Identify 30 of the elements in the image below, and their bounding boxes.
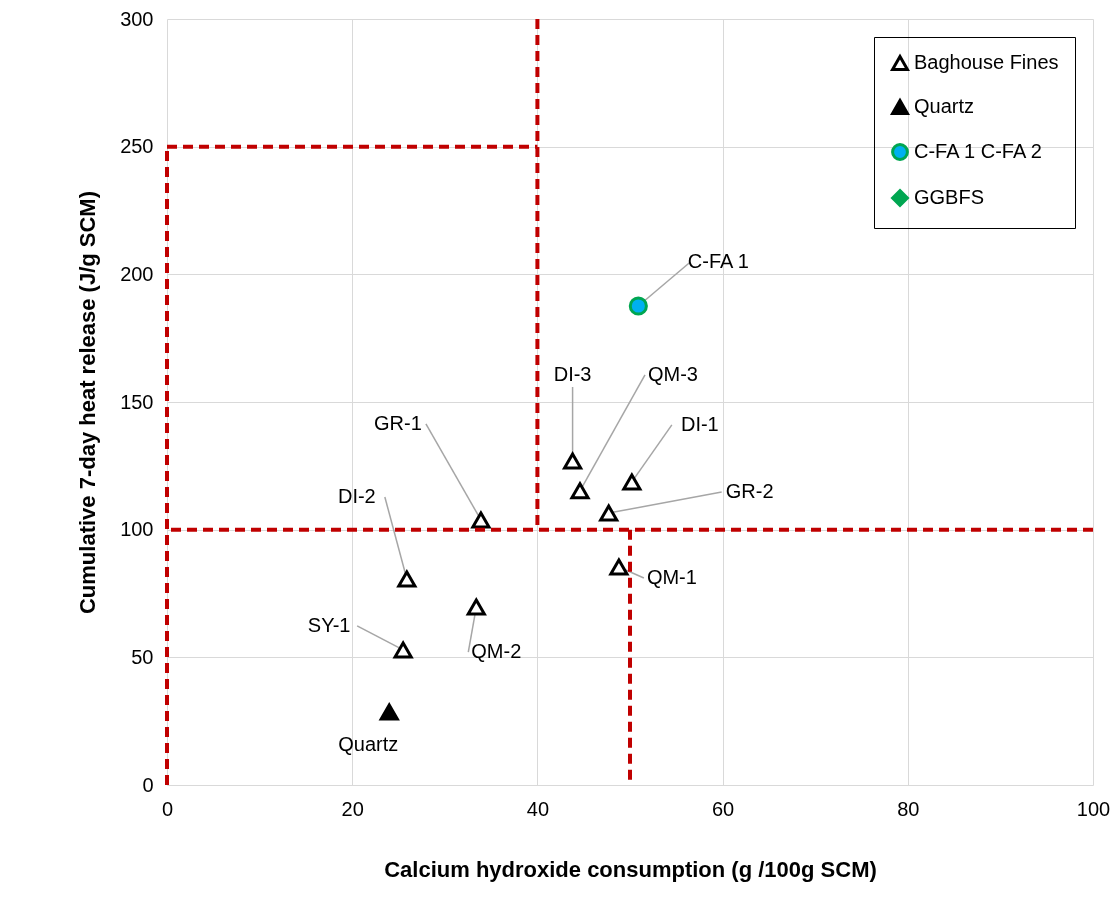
annotation: C-FA 1 xyxy=(687,249,749,272)
x-tick-label: 40 xyxy=(526,797,550,820)
annotation: DI-1 xyxy=(680,412,719,435)
x-tick-label: 80 xyxy=(897,797,920,820)
x-tick-label: 100 xyxy=(1076,797,1111,820)
y-tick-label: 0 xyxy=(142,773,154,796)
x-axis-title: Calcium hydroxide consumption (g /100g SCM) xyxy=(384,856,877,882)
legend-label: Quartz xyxy=(914,95,975,117)
y-tick-label: 50 xyxy=(131,645,154,668)
annotation: GR-2 xyxy=(725,480,774,503)
annotation: DI-3 xyxy=(553,362,592,385)
annotation: GR-1 xyxy=(374,411,422,434)
x-tick-label: 0 xyxy=(161,797,174,820)
y-tick-label: 100 xyxy=(120,518,154,541)
legend-label: GGBFS xyxy=(914,186,985,208)
annotation: QM-1 xyxy=(646,565,697,588)
y-tick-label: 250 xyxy=(120,135,154,158)
annotation: DI-2 xyxy=(337,484,376,507)
annotation: Quartz xyxy=(338,732,399,755)
annotation: QM-2 xyxy=(471,640,522,663)
legend-label: C-FA 1 C-FA 2 xyxy=(914,140,1042,162)
x-tick-label: 60 xyxy=(711,797,735,820)
y-tick-label: 150 xyxy=(120,390,154,413)
y-axis-title: Cumulative 7-day heat release (J/g SCM) xyxy=(75,190,101,615)
y-tick-label: 200 xyxy=(120,262,154,285)
annotation: QM-3 xyxy=(648,362,698,385)
y-tick-label: 300 xyxy=(120,7,154,30)
annotation: SY-1 xyxy=(307,613,351,636)
legend-label: Baghouse Fines xyxy=(914,51,1059,73)
x-tick-label: 20 xyxy=(341,797,364,820)
